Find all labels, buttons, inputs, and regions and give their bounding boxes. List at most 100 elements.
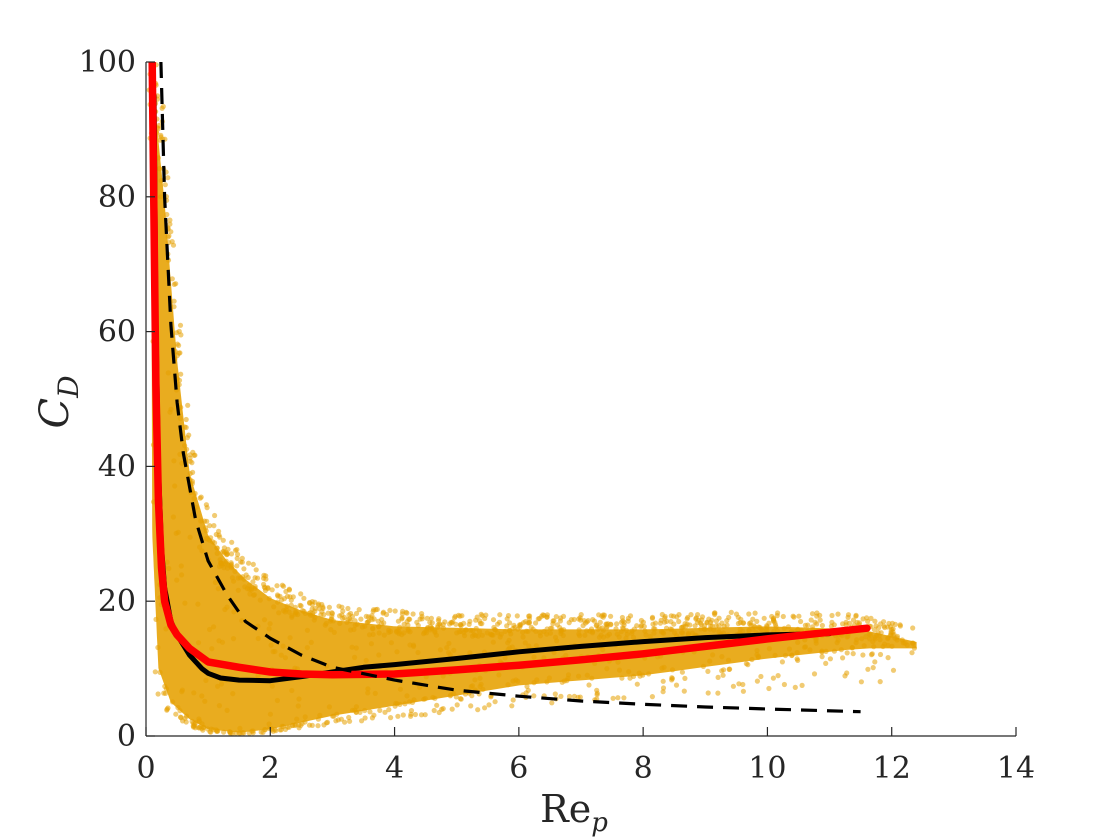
scatter-point bbox=[408, 713, 414, 719]
scatter-point bbox=[576, 673, 582, 679]
scatter-point bbox=[261, 581, 267, 588]
scatter-point bbox=[730, 683, 737, 689]
scatter-point bbox=[492, 699, 498, 705]
scatter-point bbox=[228, 551, 235, 557]
scatter-point bbox=[834, 640, 840, 646]
scatter-point bbox=[362, 623, 368, 629]
scatter-point bbox=[524, 683, 530, 690]
scatter-point bbox=[176, 342, 182, 348]
scatter-point bbox=[557, 618, 564, 624]
scatter-point bbox=[780, 613, 786, 620]
scatter-point bbox=[366, 618, 372, 624]
scatter-point bbox=[578, 612, 584, 618]
scatter-point bbox=[710, 652, 716, 658]
scatter-point bbox=[490, 617, 497, 623]
scatter-point bbox=[440, 673, 446, 679]
scatter-point bbox=[870, 665, 876, 671]
scatter-point bbox=[183, 416, 189, 423]
scatter-point bbox=[199, 721, 205, 727]
scatter-point bbox=[238, 559, 244, 565]
scatter-point bbox=[844, 650, 850, 656]
scatter-point bbox=[317, 712, 323, 719]
scatter-point bbox=[646, 671, 652, 677]
scatter-point bbox=[269, 587, 275, 593]
scatter-point bbox=[488, 694, 494, 700]
scatter-point bbox=[881, 623, 887, 629]
scatter-point bbox=[872, 634, 878, 641]
scatter-point bbox=[171, 298, 177, 304]
scatter-point bbox=[218, 681, 225, 687]
scatter-point bbox=[845, 614, 851, 621]
scatter-point bbox=[359, 718, 365, 724]
scatter-point bbox=[831, 648, 838, 654]
scatter-point bbox=[623, 635, 629, 641]
scatter-point bbox=[352, 618, 358, 624]
scatter-point bbox=[197, 544, 203, 550]
scatter-point bbox=[616, 667, 623, 673]
scatter-point bbox=[362, 707, 368, 714]
scatter-point bbox=[261, 617, 268, 623]
scatter-point bbox=[195, 724, 202, 731]
scatter-point bbox=[636, 670, 642, 676]
scatter-point bbox=[630, 634, 637, 641]
scatter-point bbox=[794, 650, 800, 656]
scatter-point bbox=[781, 625, 787, 631]
scatter-point bbox=[533, 620, 539, 626]
scatter-point bbox=[755, 654, 762, 661]
scatter-point bbox=[651, 630, 657, 636]
scatter-point bbox=[179, 572, 185, 578]
scatter-point bbox=[223, 558, 229, 564]
scatter-point bbox=[681, 688, 687, 694]
scatter-point bbox=[819, 622, 826, 629]
scatter-point bbox=[711, 610, 718, 616]
scatter-point bbox=[408, 708, 415, 714]
scatter-point bbox=[374, 606, 380, 613]
scatter-point bbox=[701, 623, 708, 629]
scatter-point bbox=[153, 29, 158, 34]
scatter-point bbox=[456, 629, 462, 635]
scatter-point bbox=[537, 630, 543, 636]
scatter-point bbox=[386, 707, 392, 713]
scatter-point bbox=[554, 622, 561, 628]
scatter-point bbox=[157, 669, 163, 676]
scatter-point bbox=[782, 652, 789, 659]
scatter-point bbox=[462, 627, 469, 633]
scatter-point bbox=[623, 627, 630, 634]
scatter-point bbox=[380, 610, 386, 616]
scatter-point bbox=[660, 689, 666, 695]
scatter-point bbox=[577, 694, 583, 700]
scatter-point bbox=[728, 609, 734, 616]
scatter-point bbox=[326, 604, 332, 610]
scatter-point bbox=[669, 675, 675, 681]
scatter-point bbox=[618, 629, 624, 635]
series-lines bbox=[148, 62, 871, 714]
scatter-point bbox=[638, 622, 645, 629]
scatter-point bbox=[502, 655, 508, 661]
scatter-point bbox=[204, 518, 210, 524]
scatter-point bbox=[190, 449, 196, 455]
scatter-point bbox=[615, 695, 621, 701]
scatter-point bbox=[166, 239, 172, 246]
scatter-point bbox=[472, 677, 478, 683]
scatter-point bbox=[587, 628, 593, 634]
scatter-point bbox=[479, 632, 485, 638]
scatter-point bbox=[621, 619, 627, 626]
scatter-point bbox=[754, 618, 760, 625]
scatter-point bbox=[214, 545, 220, 551]
scatter-point bbox=[298, 591, 304, 597]
scatter-point bbox=[243, 572, 249, 578]
scatter-point bbox=[546, 675, 553, 681]
scatter-point bbox=[162, 182, 168, 188]
scatter-point bbox=[553, 614, 559, 620]
scatter-point bbox=[534, 677, 540, 683]
scatter-point bbox=[605, 621, 611, 627]
scatter-point bbox=[197, 495, 203, 501]
scatter-point bbox=[594, 687, 600, 693]
scatter-point bbox=[547, 630, 554, 636]
scatter-point bbox=[697, 620, 704, 626]
scatter-point bbox=[152, 669, 158, 675]
scatter-point bbox=[173, 711, 179, 717]
scatter-point bbox=[871, 627, 878, 633]
scatter-point bbox=[165, 705, 171, 711]
x-tick-label: 6 bbox=[509, 751, 528, 786]
